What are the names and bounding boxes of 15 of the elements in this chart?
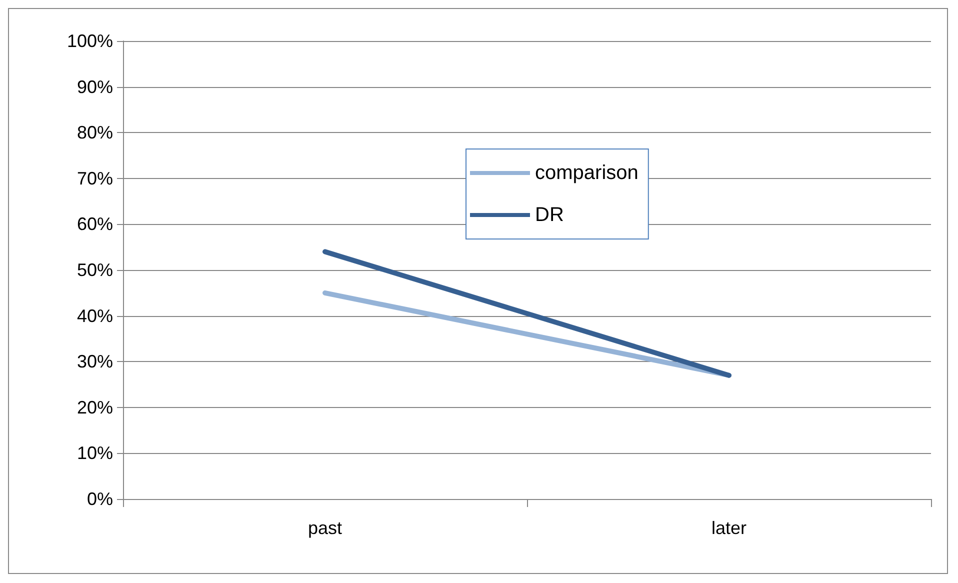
y-tick-label: 10%	[76, 443, 113, 464]
y-tick-label: 90%	[76, 76, 113, 97]
y-tick-label: 70%	[76, 168, 113, 188]
y-tick-label: 20%	[76, 397, 113, 418]
y-tick-label: 50%	[76, 260, 113, 280]
y-tick-label: 60%	[76, 214, 113, 234]
y-tick-label: 40%	[76, 306, 113, 326]
y-tick-label: 100%	[66, 31, 113, 51]
y-tick-label: 0%	[86, 489, 113, 509]
x-tick-label: past	[308, 518, 342, 538]
y-tick-label: 80%	[76, 122, 113, 143]
legend-label: comparison	[535, 162, 638, 184]
y-tick-label: 30%	[76, 352, 113, 372]
x-tick-label: later	[711, 518, 747, 538]
legend-label: DR	[535, 204, 564, 226]
